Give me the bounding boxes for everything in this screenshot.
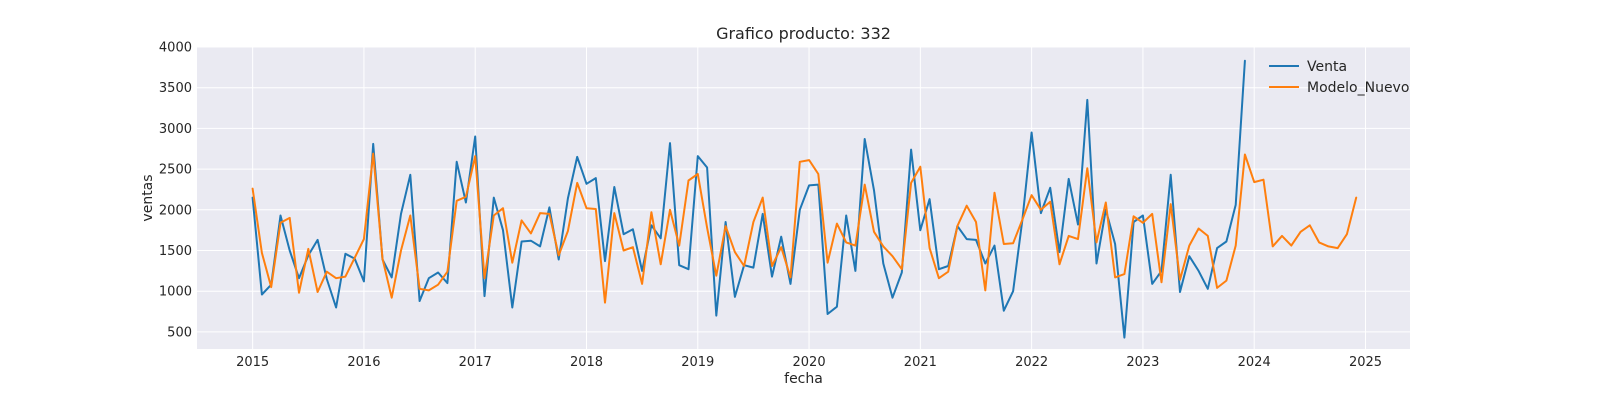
x-tick-label: 2019 [681,355,714,370]
x-tick-label: 2024 [1238,355,1271,370]
y-tick-label: 2500 [159,163,192,178]
x-tick-label: 2025 [1349,355,1382,370]
x-tick-label: 2015 [236,355,269,370]
y-tick-label: 500 [167,325,192,340]
y-tick-label: 3500 [159,81,192,96]
y-axis-label: ventas [140,174,156,221]
x-tick-label: 2017 [459,355,492,370]
x-axis-label: fecha [784,371,823,387]
x-tick-label: 2022 [1015,355,1048,370]
series-layer [251,59,1358,339]
x-tick-label: 2020 [793,355,826,370]
y-axis-ticks: 500 1000 1500 2000 2500 3000 3500 4000 [159,41,192,341]
y-tick-label: 3000 [159,122,192,137]
y-tick-label: 2000 [159,203,192,218]
y-tick-label: 4000 [159,41,192,56]
x-tick-label: 2021 [904,355,937,370]
legend-label-venta: Venta [1307,59,1347,75]
grid-lines [197,46,1410,349]
y-tick-label: 1000 [159,285,192,300]
x-tick-label: 2016 [347,355,380,370]
legend-label-modelo-nuevo: Modelo_Nuevo [1307,80,1409,96]
y-tick-label: 1500 [159,244,192,259]
series-line-modelo-nuevo [251,152,1358,304]
x-tick-label: 2023 [1126,355,1159,370]
x-axis-ticks: 2015 2016 2017 2018 2019 2020 2021 2022 2023 2024… [236,355,1382,370]
legend: Venta Modelo_Nuevo [1269,59,1409,96]
chart-title: Grafico producto: 332 [716,24,891,43]
x-tick-label: 2018 [570,355,603,370]
